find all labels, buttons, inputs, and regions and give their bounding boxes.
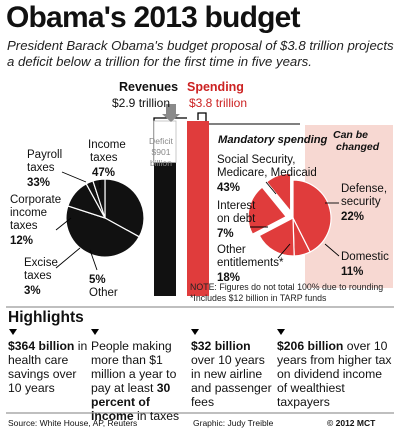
highlight-1-text: in health care savings over 10 years [8, 339, 88, 395]
leader-other [89, 249, 98, 271]
label-dom: Domestic [341, 251, 389, 263]
label-ss-1: Social Security, [217, 154, 295, 166]
pie-slice-payroll-taxes [104, 178, 145, 238]
label-corp-pct: 12% [10, 235, 33, 247]
bar-group [153, 104, 209, 296]
spending-value-label: $3.8 trillion [189, 96, 247, 110]
revenues-heading: Revenues [119, 80, 178, 94]
pie-slice-social-security-medicare-medicaid [292, 179, 332, 253]
label-oe-1: Other [217, 244, 246, 256]
leader-payroll [61, 171, 87, 183]
highlight-3-text: over 10 years in new airline and passeng… [191, 353, 272, 409]
leader-dom [324, 243, 340, 257]
spending-pie [247, 172, 332, 257]
highlight-2-bold: 30 percent of income [91, 381, 171, 423]
mandatory-heading: Mandatory spending [218, 134, 328, 146]
triangle-marker [277, 329, 285, 335]
subtitle: President Barack Obama's budget proposal… [7, 38, 394, 69]
label-income-pct: 47% [92, 167, 115, 179]
label-corp-1: Corporate [10, 194, 61, 206]
revenue-pie [65, 178, 145, 258]
label-income-1: Income [88, 139, 126, 151]
note-line-1: NOTE: Figures do not total 100% due to r… [190, 282, 384, 292]
deficit-gap [153, 120, 177, 163]
highlight-1-bold: $364 billion [8, 339, 75, 353]
pie-slice-other-entitlements [258, 217, 295, 257]
leader-ss [265, 181, 277, 195]
highlight-item-2: People making more than $1 million a yea… [91, 339, 189, 423]
note-line-2: *Includes $12 billion in TARP funds [190, 293, 327, 303]
source-credit: Source: White House, AP, Reuters [8, 418, 138, 428]
highlight-2-pre: People making more than $1 million a yea… [91, 339, 177, 395]
pie-slice-income-taxes [65, 205, 140, 258]
spending-bracket [197, 112, 207, 121]
label-payroll-pct: 33% [27, 177, 50, 189]
label-other-pct: 5% [89, 274, 106, 286]
label-other: Other [89, 287, 118, 299]
bar-revenues [154, 162, 176, 296]
triangle-marker [9, 329, 17, 335]
can-be-changed-2: changed [336, 141, 380, 153]
revenue-value-label: $2.9 trillion [112, 96, 170, 110]
down-arrow-icon [162, 104, 180, 122]
pie-slice-other [92, 178, 106, 219]
label-int-2: on debt [217, 213, 256, 225]
triangle-marker [91, 329, 99, 335]
leader-oe [277, 243, 291, 259]
leader-excise [55, 247, 81, 269]
highlight-3-bold: $32 billion [191, 339, 251, 353]
highlights-title: Highlights [8, 309, 84, 326]
highlight-4-bold: $206 billion [277, 339, 344, 353]
deficit-label-3: billion [150, 158, 172, 168]
label-payroll-1: Payroll [27, 149, 62, 161]
label-corp-3: taxes [10, 220, 38, 232]
pie-slice-domestic [265, 172, 292, 214]
copyright: © 2012 MCT [327, 418, 376, 428]
leader-corp [55, 217, 72, 231]
triangle-marker [191, 329, 199, 335]
bar-spending [187, 121, 209, 296]
pie-slice-defense-security [247, 186, 288, 236]
label-oe-pct: 18% [217, 272, 240, 284]
label-excise-2: taxes [24, 270, 52, 282]
label-dom-pct: 11% [341, 266, 363, 278]
label-excise-pct: 3% [24, 285, 41, 297]
highlight-item-1: $364 billion in health care savings over… [8, 339, 88, 395]
highlight-4-text: over 10 years from higher tax on dividen… [277, 339, 392, 409]
notes: NOTE: Figures do not total 100% due to r… [190, 282, 383, 304]
label-def-1: Defense, [341, 183, 387, 195]
label-payroll-2: taxes [27, 162, 55, 174]
highlight-2-text: in taxes [133, 409, 180, 423]
label-ss-2: Medicare, Medicaid [217, 167, 317, 179]
highlight-item-4: $206 billion over 10 years from higher t… [277, 339, 395, 409]
graphic-credit: Graphic: Judy Treible [193, 418, 274, 428]
label-corp-2: income [10, 207, 47, 219]
label-income-2: taxes [90, 152, 118, 164]
label-int-pct: 7% [217, 228, 234, 240]
deficit-label-1: Deficit [149, 136, 173, 146]
spending-heading: Spending [187, 80, 244, 94]
highlight-item-3: $32 billion over 10 years in new airline… [191, 339, 273, 409]
label-oe-2: entitlements* [217, 257, 284, 269]
label-def-2: security [341, 196, 381, 208]
label-int-1: Interest [217, 200, 256, 212]
can-be-changed-1: Can be [333, 129, 368, 141]
label-def-pct: 22% [341, 211, 364, 223]
deficit-label-2: $901 [151, 147, 170, 157]
label-ss-pct: 43% [217, 182, 240, 194]
label-excise-1: Excise [24, 257, 58, 269]
page-title: Obama's 2013 budget [6, 1, 301, 34]
